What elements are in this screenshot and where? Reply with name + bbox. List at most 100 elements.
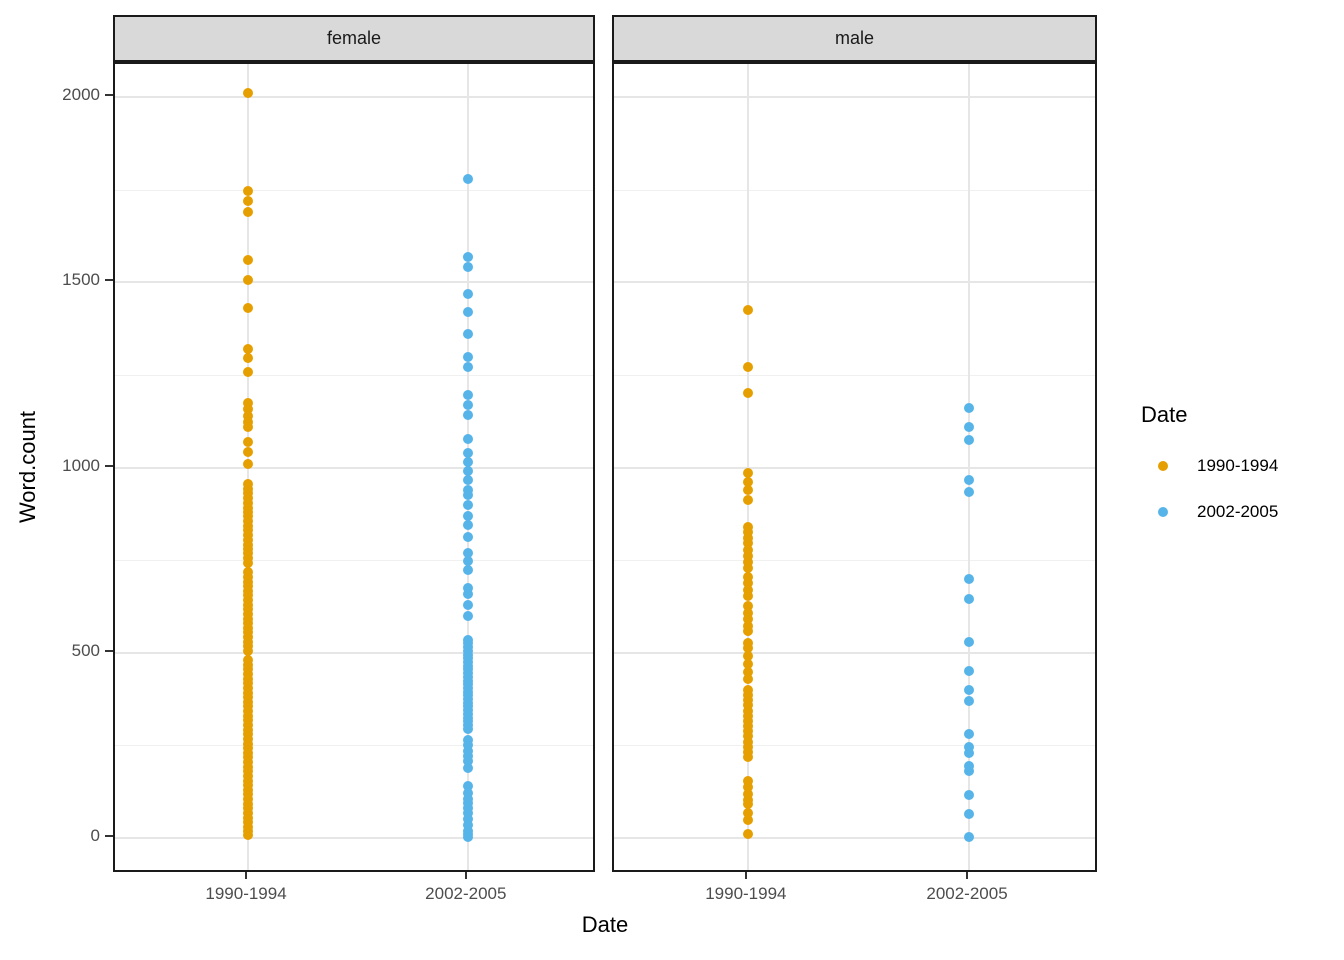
data-point: [964, 421, 975, 432]
data-point: [243, 206, 254, 217]
y-tick-label: 0: [90, 826, 100, 845]
data-point: [964, 684, 975, 695]
data-point: [964, 790, 975, 801]
major-gridline: [115, 466, 593, 469]
data-point: [243, 417, 254, 428]
data-point: [462, 565, 473, 576]
data-point: [742, 674, 753, 685]
major-gridline: [614, 96, 1095, 98]
data-point: [742, 538, 753, 549]
facet-panel-male: [612, 62, 1097, 872]
data-point: [742, 527, 753, 538]
data-point: [742, 614, 753, 625]
facet-strip-male: male: [612, 15, 1097, 62]
data-point: [964, 747, 975, 758]
data-point: [964, 742, 975, 753]
data-point: [742, 607, 753, 618]
legend-title: Date: [1141, 402, 1188, 427]
data-point: [742, 710, 753, 721]
data-point: [462, 352, 473, 363]
data-point: [742, 736, 753, 747]
data-point: [462, 797, 473, 808]
x-tick-label: 2002-2005: [926, 884, 1008, 903]
data-point: [462, 447, 473, 458]
data-point: [243, 446, 254, 457]
y-tick-label: 1500: [62, 270, 100, 290]
data-point: [243, 353, 254, 364]
data-point: [462, 409, 473, 420]
data-point: [964, 475, 975, 486]
data-point: [742, 591, 753, 602]
facet-panel-female: [113, 62, 595, 872]
data-point: [243, 558, 254, 569]
data-point: [462, 329, 473, 340]
data-point: [742, 584, 753, 595]
data-point: [462, 173, 473, 184]
x-tick-label: 2002-2005: [425, 884, 507, 903]
data-point: [742, 544, 753, 555]
data-point: [742, 532, 753, 543]
data-point: [462, 532, 473, 543]
data-point: [243, 196, 254, 207]
y-tick-mark: [105, 279, 113, 282]
data-point: [462, 306, 473, 317]
data-point: [243, 303, 254, 314]
data-point: [462, 519, 473, 530]
data-point: [742, 495, 753, 506]
data-point: [964, 636, 975, 647]
data-point: [742, 571, 753, 582]
data-point: [462, 466, 473, 477]
data-point: [742, 726, 753, 737]
data-point: [462, 755, 473, 766]
data-point: [742, 643, 753, 654]
data-point: [243, 88, 254, 99]
data-point: [742, 747, 753, 758]
data-point: [964, 434, 975, 445]
y-axis-title: Word.count: [15, 410, 40, 524]
x-tick-label: 1990-1994: [205, 884, 287, 903]
facet-strip-female: female: [113, 15, 595, 62]
data-point: [742, 689, 753, 700]
data-point: [742, 305, 753, 316]
minor-gridline: [614, 374, 1095, 376]
data-point: [742, 362, 753, 373]
data-point: [243, 410, 254, 421]
category-gridline: [968, 64, 971, 870]
data-point: [742, 601, 753, 612]
data-point: [462, 589, 473, 600]
data-point: [243, 458, 254, 469]
data-point: [742, 731, 753, 742]
data-point: [742, 798, 753, 809]
minor-gridline: [115, 189, 593, 191]
minor-gridline: [115, 745, 593, 747]
data-point: [742, 626, 753, 637]
data-point: [243, 343, 254, 354]
data-point: [462, 723, 473, 734]
legend-key-dot: [1158, 461, 1168, 471]
data-point: [462, 490, 473, 501]
data-point: [742, 788, 753, 799]
data-point: [462, 762, 473, 773]
data-point: [462, 814, 473, 825]
data-point: [742, 700, 753, 711]
minor-gridline: [115, 374, 593, 376]
data-point: [964, 666, 975, 677]
data-point: [742, 695, 753, 706]
data-point: [243, 255, 254, 266]
y-tick-label: 2000: [62, 85, 100, 104]
data-point: [742, 485, 753, 496]
data-point: [462, 555, 473, 566]
y-tick-mark: [105, 94, 113, 96]
data-point: [742, 550, 753, 561]
data-point: [742, 621, 753, 632]
major-gridline: [614, 651, 1095, 654]
y-tick-label: 1000: [62, 455, 100, 475]
data-point: [462, 389, 473, 400]
data-point: [243, 422, 254, 433]
data-point: [964, 403, 975, 414]
major-gridline: [614, 281, 1095, 284]
data-point: [742, 829, 753, 840]
data-point: [742, 781, 753, 792]
data-point: [243, 645, 254, 656]
data-point: [462, 599, 473, 610]
